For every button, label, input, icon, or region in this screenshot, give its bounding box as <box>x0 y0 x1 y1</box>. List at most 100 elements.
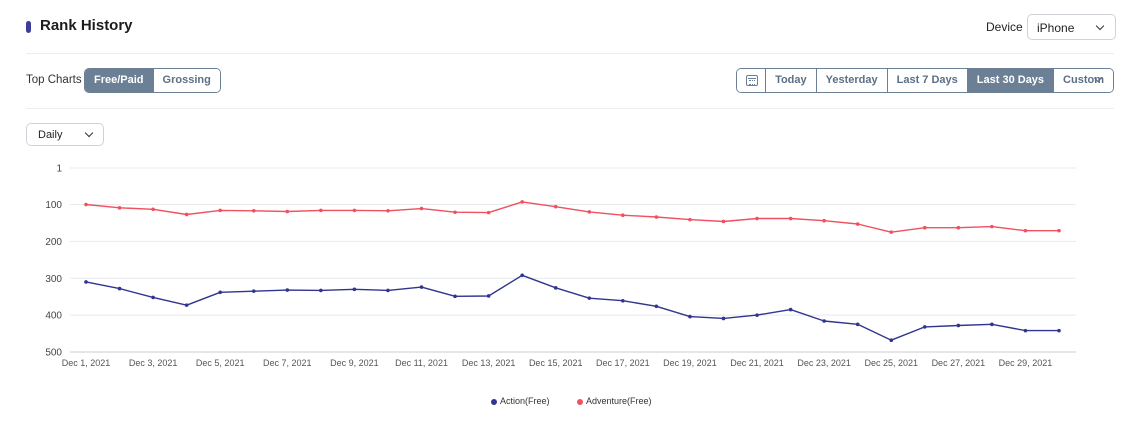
data-point-action <box>151 295 155 300</box>
data-point-action <box>520 273 524 278</box>
header: Rank History Device iPhone <box>0 0 1140 54</box>
calendar-button[interactable] <box>737 69 766 92</box>
data-point-adventure <box>117 206 122 210</box>
top-charts-label: Top Charts <box>26 74 82 86</box>
x-tick-label: Dec 13, 2021 <box>462 358 516 368</box>
y-tick-label: 200 <box>45 237 62 248</box>
data-point-action <box>184 303 189 307</box>
legend-label-adventure: Adventure(Free) <box>586 396 652 406</box>
data-point-adventure <box>788 216 793 221</box>
data-point-adventure <box>755 216 759 221</box>
data-point-adventure <box>855 222 860 226</box>
data-point-action <box>319 288 323 293</box>
chevron-down-icon <box>84 128 94 138</box>
x-tick-label: Dec 9, 2021 <box>330 358 379 368</box>
data-point-adventure <box>587 210 592 214</box>
device-label: Device <box>986 20 1023 34</box>
device-select[interactable]: iPhone <box>1027 14 1116 40</box>
divider <box>26 53 1114 54</box>
legend-label-action: Action(Free) <box>500 396 550 406</box>
data-point-action <box>654 304 659 309</box>
data-point-adventure <box>621 213 625 217</box>
granularity-select[interactable]: Daily <box>26 123 104 146</box>
data-point-adventure <box>922 225 927 230</box>
toggle-free-paid[interactable]: Free/Paid <box>85 69 153 92</box>
x-tick-label: Dec 17, 2021 <box>596 358 650 368</box>
data-point-action <box>889 338 894 343</box>
data-point-adventure <box>688 217 692 222</box>
x-tick-label: Dec 27, 2021 <box>932 358 986 368</box>
data-point-action <box>621 298 625 303</box>
series-line-adventure <box>85 201 1059 233</box>
data-point-action <box>285 288 290 292</box>
data-point-action <box>553 286 558 290</box>
x-tick-label: Dec 19, 2021 <box>663 358 717 368</box>
data-point-action <box>822 319 826 323</box>
x-tick-label: Dec 1, 2021 <box>62 358 111 368</box>
data-point-adventure <box>151 207 155 212</box>
data-point-action <box>117 286 122 291</box>
data-point-adventure <box>352 208 357 213</box>
toggle-grossing[interactable]: Grossing <box>152 69 220 92</box>
calendar-icon <box>746 75 758 86</box>
data-point-adventure <box>319 208 323 213</box>
page-title: Rank History <box>40 17 133 34</box>
series-line-action <box>85 274 1059 341</box>
y-tick-label: 300 <box>45 274 62 285</box>
data-point-adventure <box>956 225 961 230</box>
chart-legend: Action(Free) Adventure(Free) <box>0 396 1140 410</box>
data-point-adventure <box>721 219 726 224</box>
y-tick-label: 1 <box>56 164 62 175</box>
data-point-adventure <box>520 200 524 204</box>
range-yesterday[interactable]: Yesterday <box>815 69 887 92</box>
data-point-adventure <box>822 218 826 223</box>
data-point-action <box>1057 328 1061 333</box>
data-point-action <box>922 325 927 329</box>
data-point-adventure <box>453 210 457 215</box>
data-point-action <box>587 296 592 300</box>
data-point-adventure <box>1023 228 1028 233</box>
data-point-action <box>84 280 88 284</box>
data-point-action <box>956 323 961 328</box>
range-last-30-days[interactable]: Last 30 Days <box>966 69 1054 92</box>
data-point-action <box>855 322 860 327</box>
range-custom-select[interactable]: Custom <box>1053 69 1113 92</box>
range-today[interactable]: Today <box>765 69 816 92</box>
range-last-7-days[interactable]: Last 7 Days <box>886 69 967 92</box>
chevron-down-icon <box>1095 21 1105 31</box>
data-point-action <box>688 314 692 319</box>
data-point-adventure <box>553 204 558 209</box>
x-tick-label: Dec 23, 2021 <box>797 358 851 368</box>
title-marker <box>26 21 31 33</box>
data-point-action <box>486 294 491 298</box>
data-point-adventure <box>990 224 994 229</box>
date-range-toggle: Today Yesterday Last 7 Days Last 30 Days… <box>736 68 1114 93</box>
x-tick-label: Dec 15, 2021 <box>529 358 583 368</box>
data-point-action <box>251 289 256 293</box>
x-tick-label: Dec 29, 2021 <box>999 358 1053 368</box>
data-point-adventure <box>251 208 256 213</box>
granularity-value: Daily <box>38 129 63 141</box>
data-point-adventure <box>419 206 424 211</box>
y-tick-label: 500 <box>45 348 62 359</box>
data-point-action <box>386 288 390 293</box>
device-select-value: iPhone <box>1037 21 1075 35</box>
data-point-action <box>788 307 793 312</box>
top-charts-toggle: Free/Paid Grossing <box>84 68 221 93</box>
data-point-action <box>755 313 759 317</box>
data-point-action <box>990 322 994 327</box>
y-tick-label: 100 <box>45 200 62 211</box>
data-point-action <box>453 294 457 299</box>
data-point-adventure <box>889 230 894 234</box>
divider <box>26 108 1114 109</box>
data-point-adventure <box>84 202 88 207</box>
data-point-adventure <box>218 208 223 213</box>
data-point-action <box>419 285 424 289</box>
data-point-adventure <box>386 208 390 213</box>
x-tick-label: Dec 11, 2021 <box>395 358 448 368</box>
data-point-adventure <box>184 212 189 217</box>
range-custom-label: Custom <box>1063 74 1104 86</box>
data-point-action <box>218 290 223 295</box>
legend-dot-adventure <box>577 399 583 405</box>
